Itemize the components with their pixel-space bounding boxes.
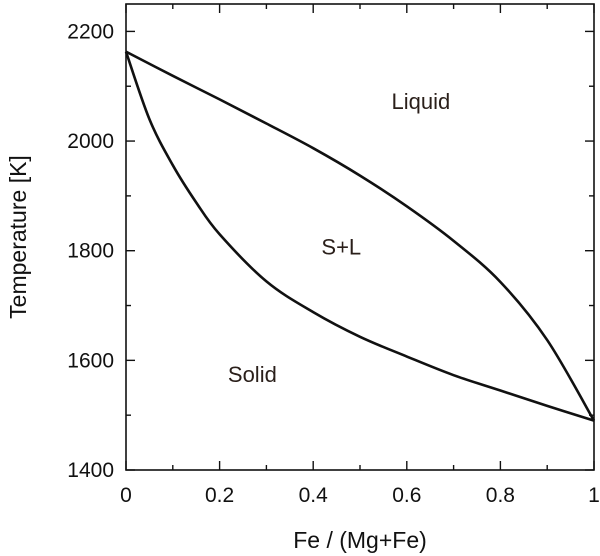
- x-tick-label: 0.2: [205, 484, 234, 507]
- plot-frame: [125, 3, 595, 471]
- y-tick-label: 2000: [67, 130, 114, 153]
- region-labels: Liquid S+L Solid: [228, 89, 450, 387]
- region-label-s-l: S+L: [321, 234, 361, 259]
- y-tick-label: 1600: [67, 349, 114, 372]
- liquidus-curve: [125, 50, 596, 422]
- y-tick-label: 1400: [67, 459, 114, 482]
- y-tick-label: 2200: [67, 20, 114, 43]
- x-tick-label: 0.4: [299, 484, 329, 507]
- x-axis-title: Fe / (Mg+Fe): [293, 527, 427, 553]
- region-label-solid: Solid: [228, 362, 277, 387]
- y-axis-title: Temperature [K]: [5, 155, 31, 319]
- phase-curves: [124, 50, 596, 422]
- tick-labels: 0 0.2 0.4 0.6 0.8 1 1400 1600 1800 2000 2200: [67, 20, 600, 507]
- y-tick-label: 1800: [67, 240, 114, 263]
- region-label-liquid: Liquid: [391, 89, 450, 114]
- x-tick-label: 0: [120, 484, 132, 507]
- x-tick-label: 0.6: [392, 484, 421, 507]
- solidus-curve: [124, 51, 595, 422]
- x-tick-label: 1: [588, 484, 600, 507]
- x-tick-label: 0.8: [486, 484, 515, 507]
